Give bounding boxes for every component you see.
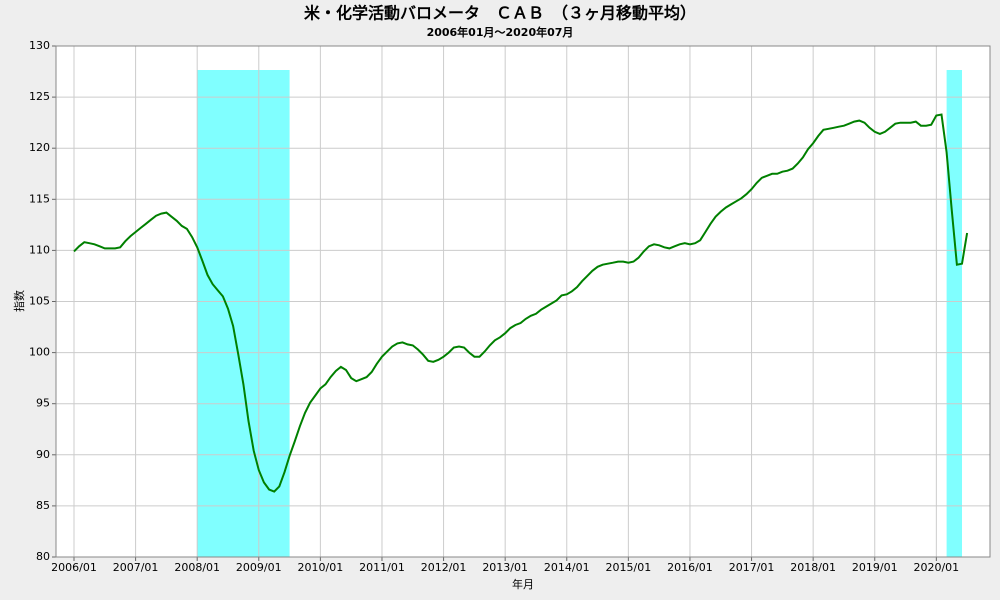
x-tick-label: 2013/01 [482, 561, 528, 574]
plot-border [55, 45, 991, 558]
x-tick-label: 2019/01 [852, 561, 898, 574]
y-tick-label: 80 [36, 550, 50, 563]
data-line [73, 113, 969, 493]
y-tick-label: 90 [36, 448, 50, 461]
y-tick-label: 95 [36, 397, 50, 410]
x-tick-label: 2010/01 [298, 561, 344, 574]
y-tick-label: 105 [29, 295, 50, 308]
x-tick-label: 2016/01 [667, 561, 713, 574]
y-tick-label: 130 [29, 39, 50, 52]
y-axis-label: 指数 [12, 290, 26, 312]
x-tick-label: 2009/01 [236, 561, 282, 574]
x-tick-label: 2014/01 [544, 561, 590, 574]
shaded-period [197, 70, 290, 557]
x-tick-label: 2007/01 [113, 561, 159, 574]
x-tick-label: 2011/01 [359, 561, 405, 574]
y-tick-label: 120 [29, 141, 50, 154]
x-tick-label: 2006/01 [51, 561, 97, 574]
x-tick-label: 2008/01 [174, 561, 220, 574]
y-tick-label: 100 [29, 346, 50, 359]
x-tick-label: 2017/01 [729, 561, 775, 574]
y-tick-label: 115 [29, 192, 50, 205]
y-tick-label: 110 [29, 243, 50, 256]
y-tick-label: 85 [36, 499, 50, 512]
x-tick-label: 2020/01 [913, 561, 959, 574]
shaded-period [946, 70, 963, 557]
x-axis-label: 年月 [512, 577, 534, 591]
chart-subtitle: 2006年01月～2020年07月 [427, 25, 574, 39]
y-tick-label: 125 [29, 90, 50, 103]
x-tick-label: 2015/01 [606, 561, 652, 574]
x-tick-label: 2018/01 [790, 561, 836, 574]
chart-title: 米・化学活動バロメータ ＣＡＢ （３ヶ月移動平均） [304, 4, 696, 23]
x-tick-label: 2012/01 [421, 561, 467, 574]
